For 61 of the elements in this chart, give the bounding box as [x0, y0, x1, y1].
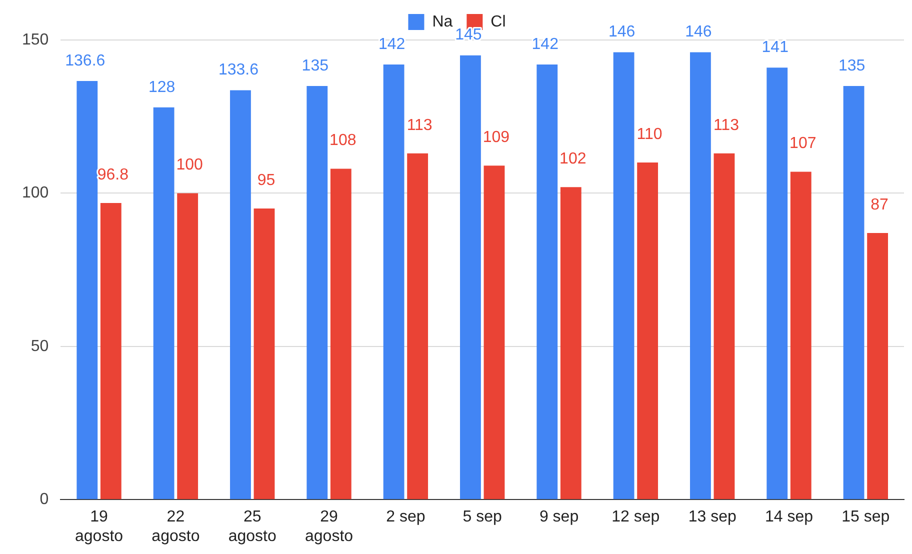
- x-tick-label: 9 sep: [539, 508, 579, 526]
- legend-label: Na: [432, 13, 453, 30]
- x-tick-label: 29 agosto: [304, 508, 354, 545]
- bar: [484, 166, 505, 500]
- data-label: 136.6: [65, 52, 106, 70]
- data-label: 135: [302, 57, 329, 74]
- bar: [153, 107, 174, 500]
- x-tick-label: 15 sep: [842, 508, 890, 526]
- bar: [766, 68, 788, 500]
- bar: [690, 52, 711, 500]
- data-label: 141: [762, 38, 789, 56]
- data-label: 133.6: [218, 62, 259, 79]
- data-label: 95: [257, 172, 276, 189]
- bar: [230, 90, 251, 500]
- x-tick-label: 19 agosto: [75, 508, 124, 545]
- bar: [637, 162, 658, 500]
- x-tick-label: 25 agosto: [228, 508, 276, 545]
- y-tick-label: 50: [30, 338, 49, 355]
- y-tick-label: 100: [22, 184, 49, 202]
- x-tick-label: 13 sep: [688, 508, 736, 526]
- data-label: 96.8: [97, 166, 129, 184]
- bar: [560, 187, 582, 500]
- data-label: 107: [790, 135, 816, 152]
- data-label: 87: [870, 196, 889, 214]
- x-tick-label: 5 sep: [462, 508, 502, 526]
- bar: [714, 153, 735, 500]
- data-label: 145: [455, 26, 482, 44]
- data-label: 146: [685, 24, 712, 41]
- data-label: 146: [608, 24, 636, 41]
- data-label: 113: [406, 116, 432, 134]
- bar: [867, 233, 888, 500]
- data-label: 108: [330, 132, 356, 150]
- data-label: 135: [838, 57, 866, 74]
- x-tick-label: 12 sep: [612, 508, 660, 526]
- data-label: 113: [713, 116, 740, 134]
- bar: [177, 193, 198, 500]
- bar: [407, 153, 428, 500]
- bar: [330, 168, 352, 500]
- data-label: 102: [560, 150, 586, 168]
- bar: [254, 208, 275, 500]
- y-tick-label: 0: [40, 491, 49, 508]
- bar: [790, 172, 812, 500]
- data-label: 110: [636, 126, 662, 143]
- data-label: 142: [378, 36, 406, 53]
- x-tick-label: 22 agosto: [152, 508, 200, 545]
- data-label: 142: [532, 36, 559, 53]
- x-tick-label: 2 sep: [386, 508, 426, 526]
- x-tick-label: 14 sep: [764, 508, 814, 526]
- bar: [306, 86, 328, 500]
- data-label: 128: [148, 78, 176, 96]
- data-label: 109: [482, 129, 510, 146]
- bar: [100, 203, 122, 500]
- bar: [383, 64, 404, 500]
- bar: [843, 86, 864, 500]
- bar: [536, 64, 558, 500]
- bar: [460, 55, 481, 500]
- legend-label: Cl: [490, 13, 506, 30]
- bar: [613, 52, 634, 500]
- y-tick-label: 150: [22, 31, 49, 48]
- bar: [76, 81, 98, 500]
- data-label: 100: [176, 156, 204, 174]
